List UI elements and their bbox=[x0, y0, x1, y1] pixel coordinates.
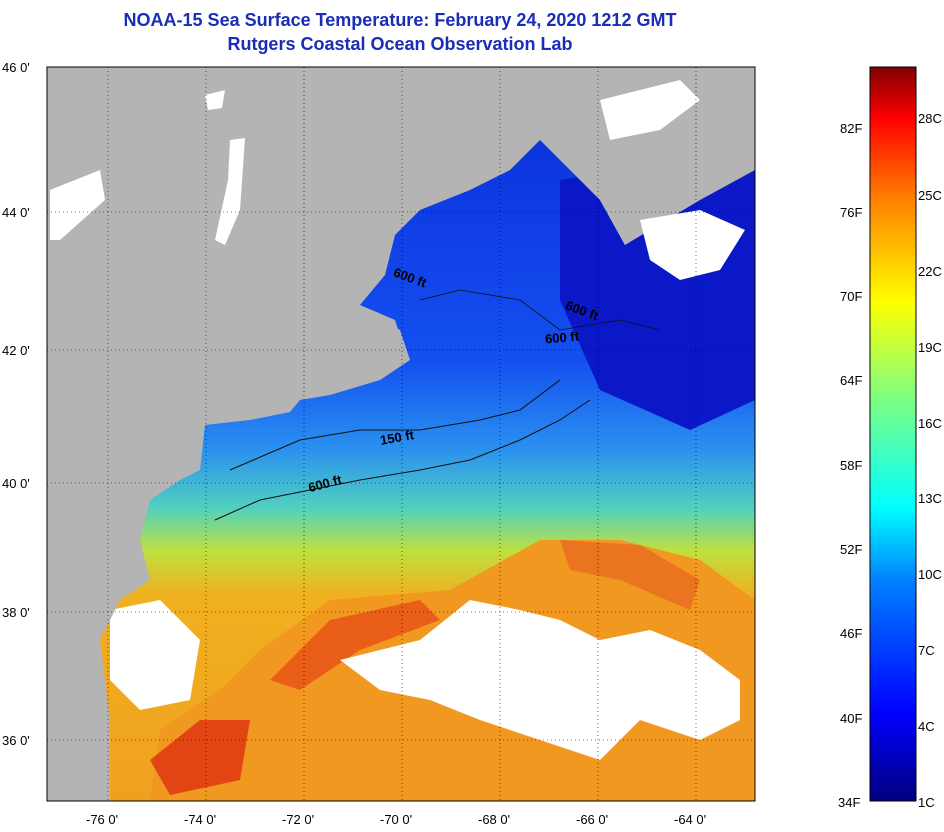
lat-label: 36 0' bbox=[2, 733, 30, 748]
land-lake bbox=[205, 90, 225, 110]
lat-label: 44 0' bbox=[2, 205, 30, 220]
colorbar-label-c: 25C bbox=[918, 188, 942, 203]
colorbar-label-c: 22C bbox=[918, 264, 942, 279]
map-frame bbox=[46, 66, 756, 802]
lat-label: 46 0' bbox=[2, 60, 30, 75]
colorbar-label-f: 64F bbox=[840, 373, 863, 388]
lon-label: -70 0' bbox=[380, 812, 413, 827]
lat-label: 42 0' bbox=[2, 343, 30, 358]
contour-line-600ft bbox=[214, 399, 591, 521]
lon-label: -72 0' bbox=[282, 812, 315, 827]
colorbar-label-c: 13C bbox=[918, 491, 942, 506]
warm-band-east bbox=[560, 540, 700, 610]
contour-line-150ft bbox=[229, 379, 561, 471]
colorbar-label-c: 10C bbox=[918, 567, 942, 582]
land-long-island bbox=[205, 400, 300, 425]
land-nova-scotia bbox=[600, 120, 755, 245]
warm-core-south bbox=[150, 720, 250, 795]
lat-label: 40 0' bbox=[2, 476, 30, 491]
lon-label: -66 0' bbox=[576, 812, 609, 827]
colorbar-label-c: 7C bbox=[918, 643, 935, 658]
lon-label: -68 0' bbox=[478, 812, 511, 827]
colorbar-label-f: 76F bbox=[840, 205, 863, 220]
land-cape-cod bbox=[360, 305, 405, 365]
land-mass bbox=[47, 67, 755, 801]
colorbar-label-f: 58F bbox=[840, 458, 863, 473]
colorbar-label-c: 16C bbox=[918, 416, 942, 431]
land-lake-3 bbox=[50, 170, 105, 240]
land-snow-patch bbox=[600, 80, 700, 140]
colorbar-label-c: 19C bbox=[918, 340, 942, 355]
map-title: NOAA-15 Sea Surface Temperature: Februar… bbox=[123, 10, 677, 30]
land-snow-patch-2 bbox=[640, 210, 745, 280]
land-lake-2 bbox=[215, 138, 245, 245]
cloud-cover-west bbox=[110, 600, 200, 710]
colorbar-label-f: 46F bbox=[840, 626, 863, 641]
map-subtitle: Rutgers Coastal Ocean Observation Lab bbox=[227, 34, 573, 54]
lon-label: -76 0' bbox=[86, 812, 119, 827]
lon-label: -64 0' bbox=[674, 812, 707, 827]
contour-line-gom bbox=[419, 289, 661, 331]
colorbar-label-f: 82F bbox=[840, 121, 863, 136]
colorbar-label-f: 40F bbox=[840, 711, 863, 726]
warm-core-streak bbox=[270, 600, 440, 690]
lon-label: -74 0' bbox=[184, 812, 217, 827]
colorbar-label-f: 70F bbox=[840, 289, 863, 304]
colorbar-label-f: 34F bbox=[838, 795, 861, 810]
colorbar-label-f: 52F bbox=[840, 542, 863, 557]
colorbar-label-c: 28C bbox=[918, 111, 942, 126]
contour-label: 600 ft bbox=[544, 328, 580, 347]
colorbar bbox=[869, 66, 917, 802]
colorbar-label-c: 4C bbox=[918, 719, 935, 734]
lat-label: 38 0' bbox=[2, 605, 30, 620]
colorbar-label-c: 1C bbox=[918, 795, 935, 810]
cloud-cover bbox=[340, 600, 740, 760]
